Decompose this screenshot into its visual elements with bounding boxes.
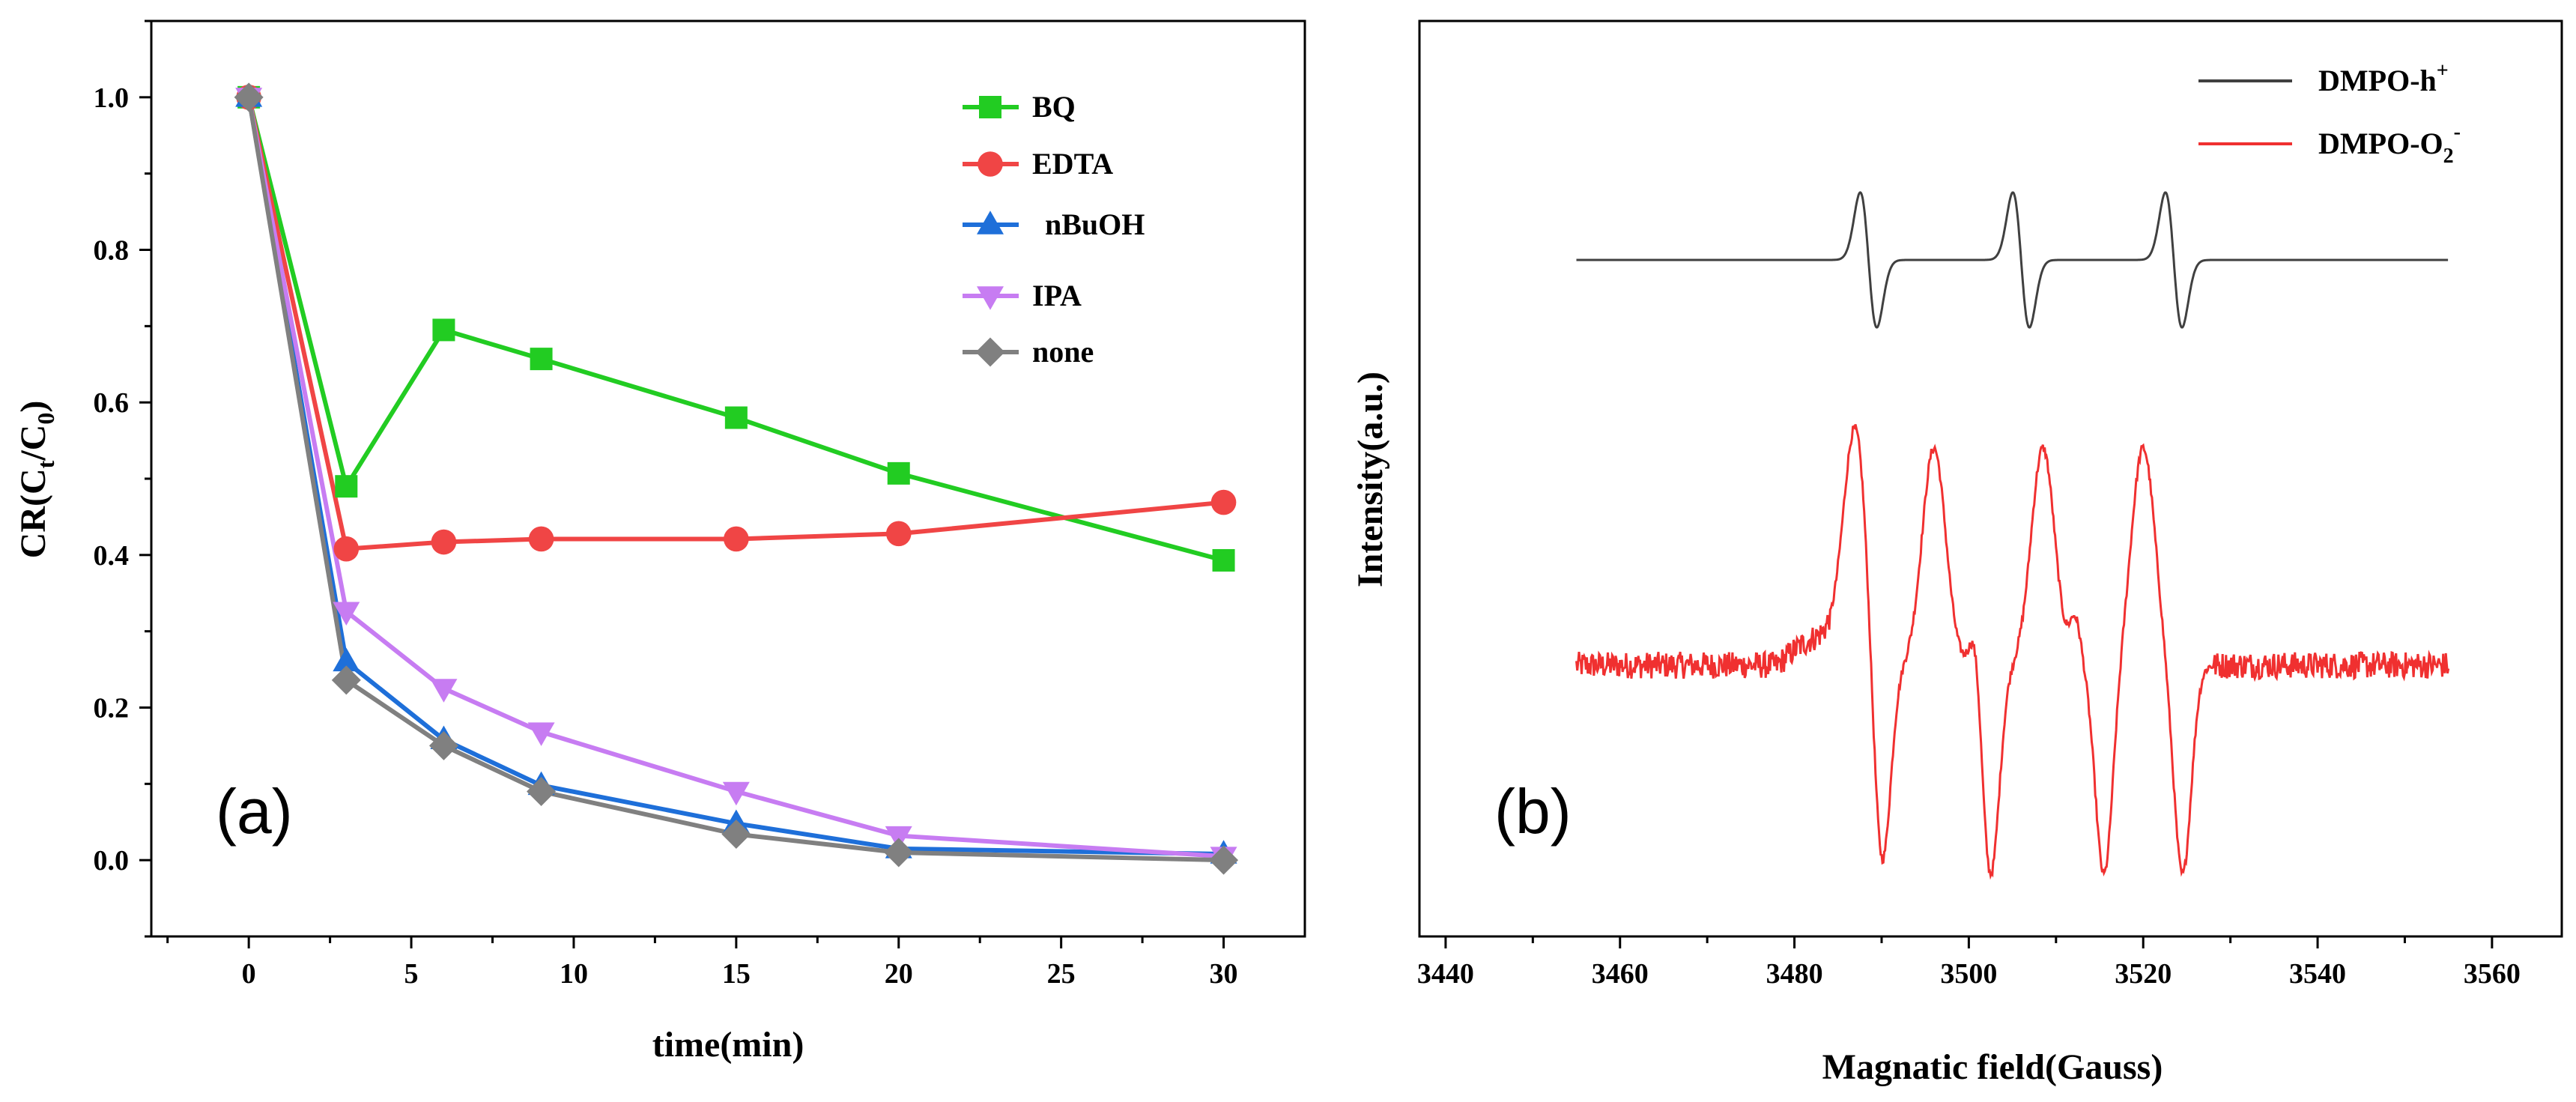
x-tick-label: 3540 [2289, 958, 2346, 990]
x-tick-label: 3480 [1766, 958, 1823, 990]
legend-marker-bq [979, 96, 1001, 118]
x-tick-label: 3560 [2464, 958, 2521, 990]
y-tick-label: 0.6 [94, 387, 130, 419]
legend-dmpo-o2-sub: 2 [2443, 145, 2454, 168]
panel-b-label: (b) [1494, 776, 1572, 847]
data-point-edta [724, 526, 749, 552]
legend-label-none: none [1032, 335, 1094, 369]
legend-dmpo-h-name: DMPO-h [2318, 64, 2437, 97]
panel-b-y-axis-label: Intensity(a.u.) [1351, 372, 1390, 587]
data-point-none [428, 730, 458, 760]
ylabel-sub-0: 0 [32, 413, 59, 425]
legend-label-ipa: IPA [1032, 279, 1082, 312]
data-point-none [234, 82, 264, 112]
dmpo-h-spectrum [1576, 191, 2449, 329]
data-point-bq [724, 406, 748, 429]
panel-a-label: (a) [216, 776, 293, 847]
panel-b-axes-frame [1418, 19, 2563, 938]
y-tick-label: 0.4 [94, 540, 130, 572]
y-tick-label: 0.0 [94, 845, 130, 877]
legend-marker-edta [978, 151, 1003, 177]
data-point-none [721, 820, 751, 850]
panel-a-ticks: 0 5 10 15 20 25 30 0.0 0.2 0.4 0.6 0.8 1.0 [94, 19, 1238, 990]
panel-b-ticks: 3440 3460 3480 3500 3520 3540 3560 [1417, 936, 2521, 990]
panel-a-x-axis-label: time(min) [652, 1025, 804, 1065]
data-point-edta [333, 536, 360, 562]
legend-label-bq: BQ [1032, 90, 1076, 124]
data-point-ipa [527, 722, 555, 746]
legend-dmpo-o2-name: DMPO-O [2318, 127, 2443, 160]
ylabel-end: ) [13, 401, 53, 413]
legend-label-nbuoh: nBuOH [1045, 208, 1145, 241]
x-tick-label: 5 [404, 958, 419, 990]
legend-label-dmpo-h: DMPO-h+ [2318, 59, 2449, 97]
x-tick-label: 15 [722, 958, 751, 990]
data-point-nbuoh [333, 647, 360, 672]
panel-b-legend: DMPO-h+ DMPO-O2- [2198, 59, 2461, 168]
data-point-bq [335, 475, 358, 498]
data-point-none [331, 665, 361, 695]
panel-b: 3440 3460 3480 3500 3520 3540 3560 (b) Magnati… [1351, 19, 2563, 1087]
x-tick-label: 10 [560, 958, 588, 990]
data-point-bq [887, 461, 910, 485]
data-point-ipa [722, 781, 750, 806]
x-tick-label: 0 [242, 958, 256, 990]
x-tick-label: 3520 [2115, 958, 2172, 990]
panel-b-x-axis-label: Magnatic field(Gauss) [1822, 1047, 2163, 1087]
data-point-edta [1210, 489, 1237, 515]
dmpo-o2-spectrum [1575, 424, 2450, 880]
x-tick-label: 3440 [1417, 958, 1474, 990]
legend-marker-nbuoh [977, 211, 1004, 234]
panel-a-markers [234, 82, 1239, 875]
ylabel-mid: /C [13, 425, 53, 461]
ylabel-base: CR(C [13, 468, 53, 558]
legend-marker-none [975, 337, 1005, 367]
legend-label-edta: EDTA [1032, 147, 1113, 181]
panel-a-y-axis-label: CR(Ct/C0) [13, 401, 59, 559]
legend-marker-ipa [977, 286, 1004, 310]
legend-dmpo-o2-sup: - [2454, 121, 2461, 144]
data-point-edta [885, 521, 912, 547]
data-point-edta [528, 526, 554, 552]
data-point-none [527, 777, 557, 807]
x-tick-label: 20 [885, 958, 913, 990]
data-point-ipa [430, 679, 458, 703]
data-point-bq [1212, 548, 1235, 572]
data-point-bq [530, 348, 553, 371]
panel-a: 0 5 10 15 20 25 30 0.0 0.2 0.4 0.6 0.8 1.0 (a) time(… [13, 19, 1306, 1065]
y-tick-label: 1.0 [94, 82, 130, 114]
x-tick-label: 30 [1210, 958, 1238, 990]
data-point-bq [432, 318, 455, 342]
y-tick-label: 0.2 [94, 693, 130, 724]
x-tick-label: 25 [1047, 958, 1076, 990]
panel-a-legend: BQ EDTA nBuOH IPA none [963, 90, 1145, 369]
data-point-none [884, 838, 914, 868]
data-point-ipa [333, 602, 360, 626]
legend-label-dmpo-o2: DMPO-O2- [2318, 121, 2461, 168]
x-tick-label: 3460 [1592, 958, 1649, 990]
legend-dmpo-h-sup: + [2437, 59, 2449, 82]
data-point-none [1209, 845, 1239, 875]
panel-a-axes-frame [150, 19, 1306, 938]
ylabel-sub-t: t [32, 460, 59, 468]
data-point-edta [431, 529, 457, 555]
y-tick-label: 0.8 [94, 235, 130, 267]
x-tick-label: 3500 [1940, 958, 1997, 990]
